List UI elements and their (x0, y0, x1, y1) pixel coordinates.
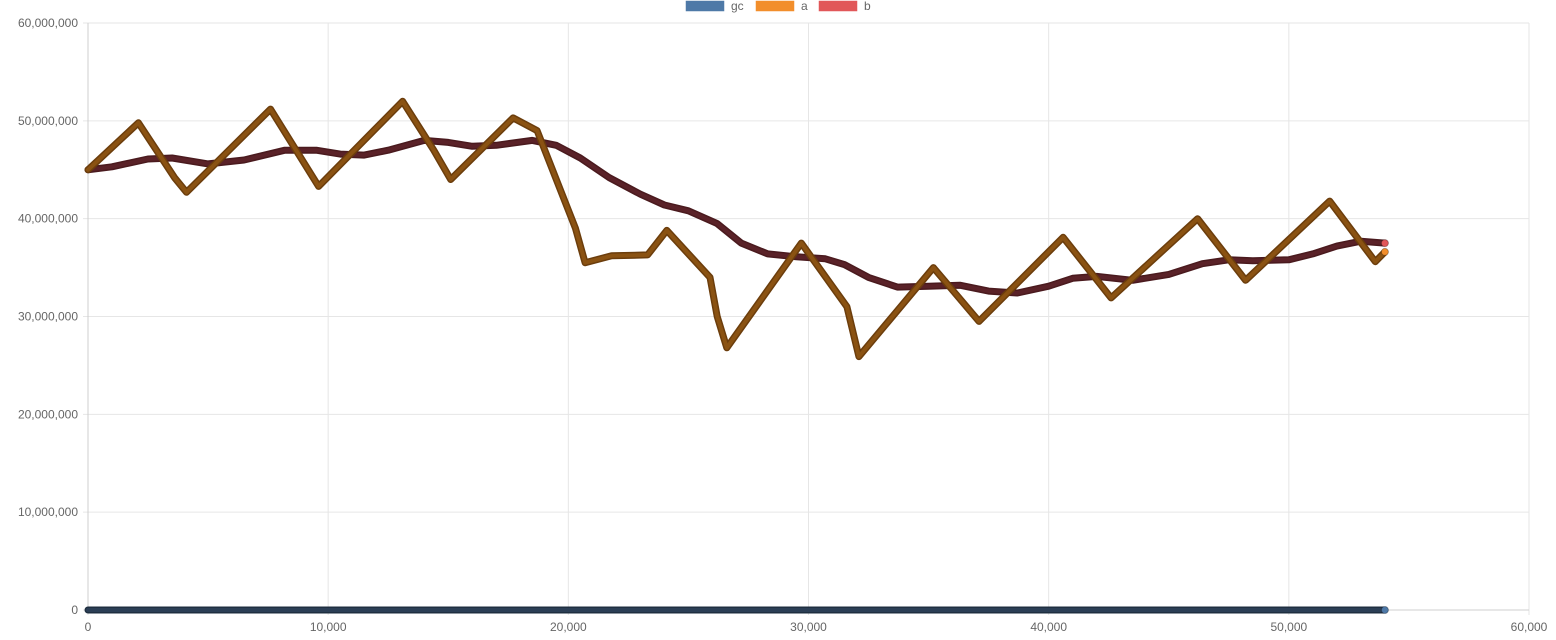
series-b (84, 136, 1389, 297)
x-tick-label: 30,000 (790, 620, 827, 634)
legend-swatch-b (817, 0, 859, 13)
series-b-outline (84, 136, 1389, 297)
x-tick-label: 60,000 (1511, 620, 1548, 634)
series-a-endpoint[interactable] (1380, 247, 1389, 256)
y-tick-label: 10,000,000 (18, 505, 78, 519)
series-gc-endpoint[interactable] (1380, 606, 1389, 614)
series-a (84, 97, 1389, 361)
series-b-line (86, 138, 1387, 295)
y-tick-label: 50,000,000 (18, 114, 78, 128)
y-tick-label: 20,000,000 (18, 407, 78, 421)
x-tick-label: 10,000 (310, 620, 347, 634)
grid-layer (83, 22, 1530, 615)
y-tick-label: 0 (71, 603, 78, 617)
legend-swatch-a (754, 0, 796, 13)
x-tick-label: 40,000 (1030, 620, 1067, 634)
y-tick-label: 30,000,000 (18, 310, 78, 324)
legend-label-gc: gc (731, 0, 744, 13)
x-tick-label: 50,000 (1270, 620, 1307, 634)
series-gc (84, 606, 1389, 614)
series-a-outline (84, 97, 1389, 361)
legend-item-a[interactable]: a (754, 0, 808, 13)
axis-layer: 0 10,000 20,000 30,000 40,000 50,000 60,000 0 10… (18, 16, 1548, 634)
x-tick-label: 20,000 (550, 620, 587, 634)
legend-swatch-gc (684, 0, 726, 13)
y-tick-label: 40,000,000 (18, 212, 78, 226)
series-layer (84, 97, 1389, 614)
x-tick-label: 0 (85, 620, 92, 634)
legend-item-b[interactable]: b (817, 0, 871, 13)
y-tick-label: 60,000,000 (18, 16, 78, 30)
legend-label-a: a (801, 0, 808, 13)
legend-label-b: b (864, 0, 871, 13)
legend[interactable]: gc a b (684, 0, 871, 13)
series-a-line (86, 99, 1387, 359)
legend-item-gc[interactable]: gc (684, 0, 744, 13)
series-b-endpoint[interactable] (1380, 239, 1389, 248)
